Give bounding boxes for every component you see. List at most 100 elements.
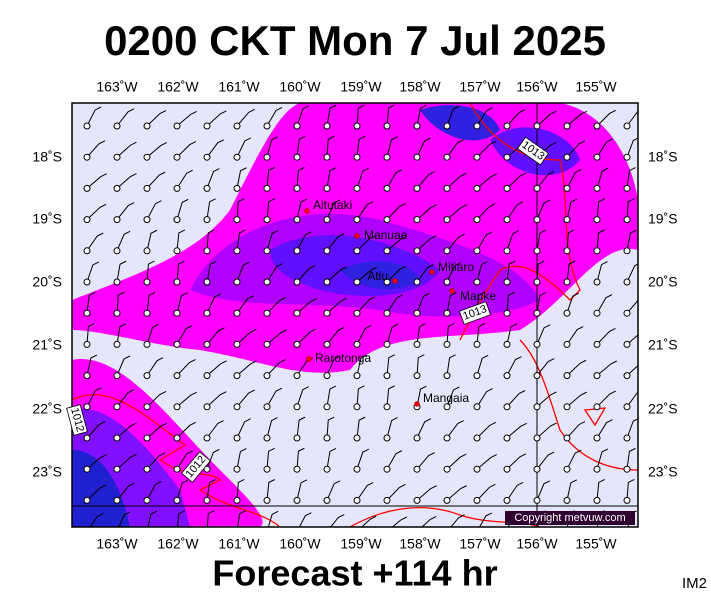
station xyxy=(413,372,421,380)
station xyxy=(263,153,271,161)
station xyxy=(143,216,151,224)
lat-tick-label: 18˚S xyxy=(648,149,678,165)
wind-barb xyxy=(116,355,131,376)
station xyxy=(143,247,151,255)
wind-barb xyxy=(86,484,107,501)
wind-barb xyxy=(176,198,189,220)
wind-barb xyxy=(416,264,434,283)
lon-tick-label: 155˚W xyxy=(575,79,617,95)
station xyxy=(533,434,541,442)
station xyxy=(143,309,151,317)
station xyxy=(323,465,331,473)
wind-barb xyxy=(176,359,196,376)
wind-barb xyxy=(326,416,335,439)
station xyxy=(383,122,391,130)
station xyxy=(593,434,601,442)
station xyxy=(293,434,301,442)
wind-barb xyxy=(146,110,167,127)
wind-barb xyxy=(416,323,426,345)
station xyxy=(83,216,91,224)
station xyxy=(233,309,241,317)
station xyxy=(473,278,481,286)
wind-barb xyxy=(146,229,158,251)
wind-barb xyxy=(146,452,166,470)
station xyxy=(173,434,181,442)
wind-barb xyxy=(476,141,496,158)
station xyxy=(563,465,571,473)
station xyxy=(383,247,391,255)
wind-barb xyxy=(506,172,527,189)
station xyxy=(623,465,631,473)
wind-barb xyxy=(356,266,377,283)
station xyxy=(353,372,361,380)
wind-barb xyxy=(476,173,497,189)
station xyxy=(413,278,421,286)
station xyxy=(233,434,241,442)
lon-tick-label: 161˚W xyxy=(218,536,260,552)
wind-barb xyxy=(506,390,526,408)
station xyxy=(413,434,421,442)
wind-barb xyxy=(266,167,275,189)
station xyxy=(353,434,361,442)
lon-tick-label: 159˚W xyxy=(340,536,382,552)
wind-barb xyxy=(536,324,551,345)
wind-barb xyxy=(596,327,616,345)
wind-barb xyxy=(476,483,496,501)
isobar-label-box xyxy=(181,451,211,483)
wind-barb xyxy=(86,291,96,314)
wind-barb xyxy=(356,385,365,407)
wind-barb xyxy=(566,140,586,158)
station xyxy=(473,122,481,130)
station xyxy=(233,278,241,286)
station xyxy=(533,309,541,317)
station xyxy=(323,496,331,504)
wind-barb xyxy=(296,328,317,345)
station xyxy=(503,247,511,255)
wind-barb xyxy=(176,325,193,345)
station xyxy=(473,465,481,473)
station xyxy=(503,216,511,224)
station xyxy=(474,529,480,535)
wind-barb xyxy=(596,261,608,283)
wind-barb xyxy=(386,323,399,345)
wind-barb xyxy=(506,230,519,251)
station xyxy=(263,216,271,224)
lon-tick-label: 158˚W xyxy=(399,79,441,95)
wind-barb xyxy=(446,354,456,376)
wind-barb xyxy=(146,171,166,189)
wind-barb xyxy=(326,266,347,283)
wind-barb xyxy=(476,231,493,252)
station xyxy=(353,153,361,161)
station xyxy=(173,153,181,161)
place-marker xyxy=(354,233,360,239)
station xyxy=(83,496,91,504)
wind-barb xyxy=(296,198,308,220)
station xyxy=(323,278,331,286)
station xyxy=(353,309,361,317)
wind-barb xyxy=(118,511,131,527)
station xyxy=(233,216,241,224)
wind-barb xyxy=(206,420,224,439)
station xyxy=(143,403,151,411)
map-frame xyxy=(71,102,639,528)
wind-barb xyxy=(476,421,497,439)
station xyxy=(263,465,271,473)
station xyxy=(473,247,481,255)
wind-barb xyxy=(386,483,406,501)
lat-tick-label: 19˚S xyxy=(648,211,678,227)
wind-barb xyxy=(326,385,337,407)
station xyxy=(293,153,301,161)
wind-barb xyxy=(416,292,430,314)
station xyxy=(263,247,271,255)
station xyxy=(563,247,571,255)
wind-barb xyxy=(476,388,493,408)
station xyxy=(143,153,151,161)
station xyxy=(353,278,361,286)
station xyxy=(263,122,271,130)
wind-barb xyxy=(416,235,437,252)
wind-barb xyxy=(446,233,465,252)
station xyxy=(593,340,601,348)
station xyxy=(564,529,570,535)
wind-barb xyxy=(326,326,345,345)
wind-barb xyxy=(626,447,636,470)
